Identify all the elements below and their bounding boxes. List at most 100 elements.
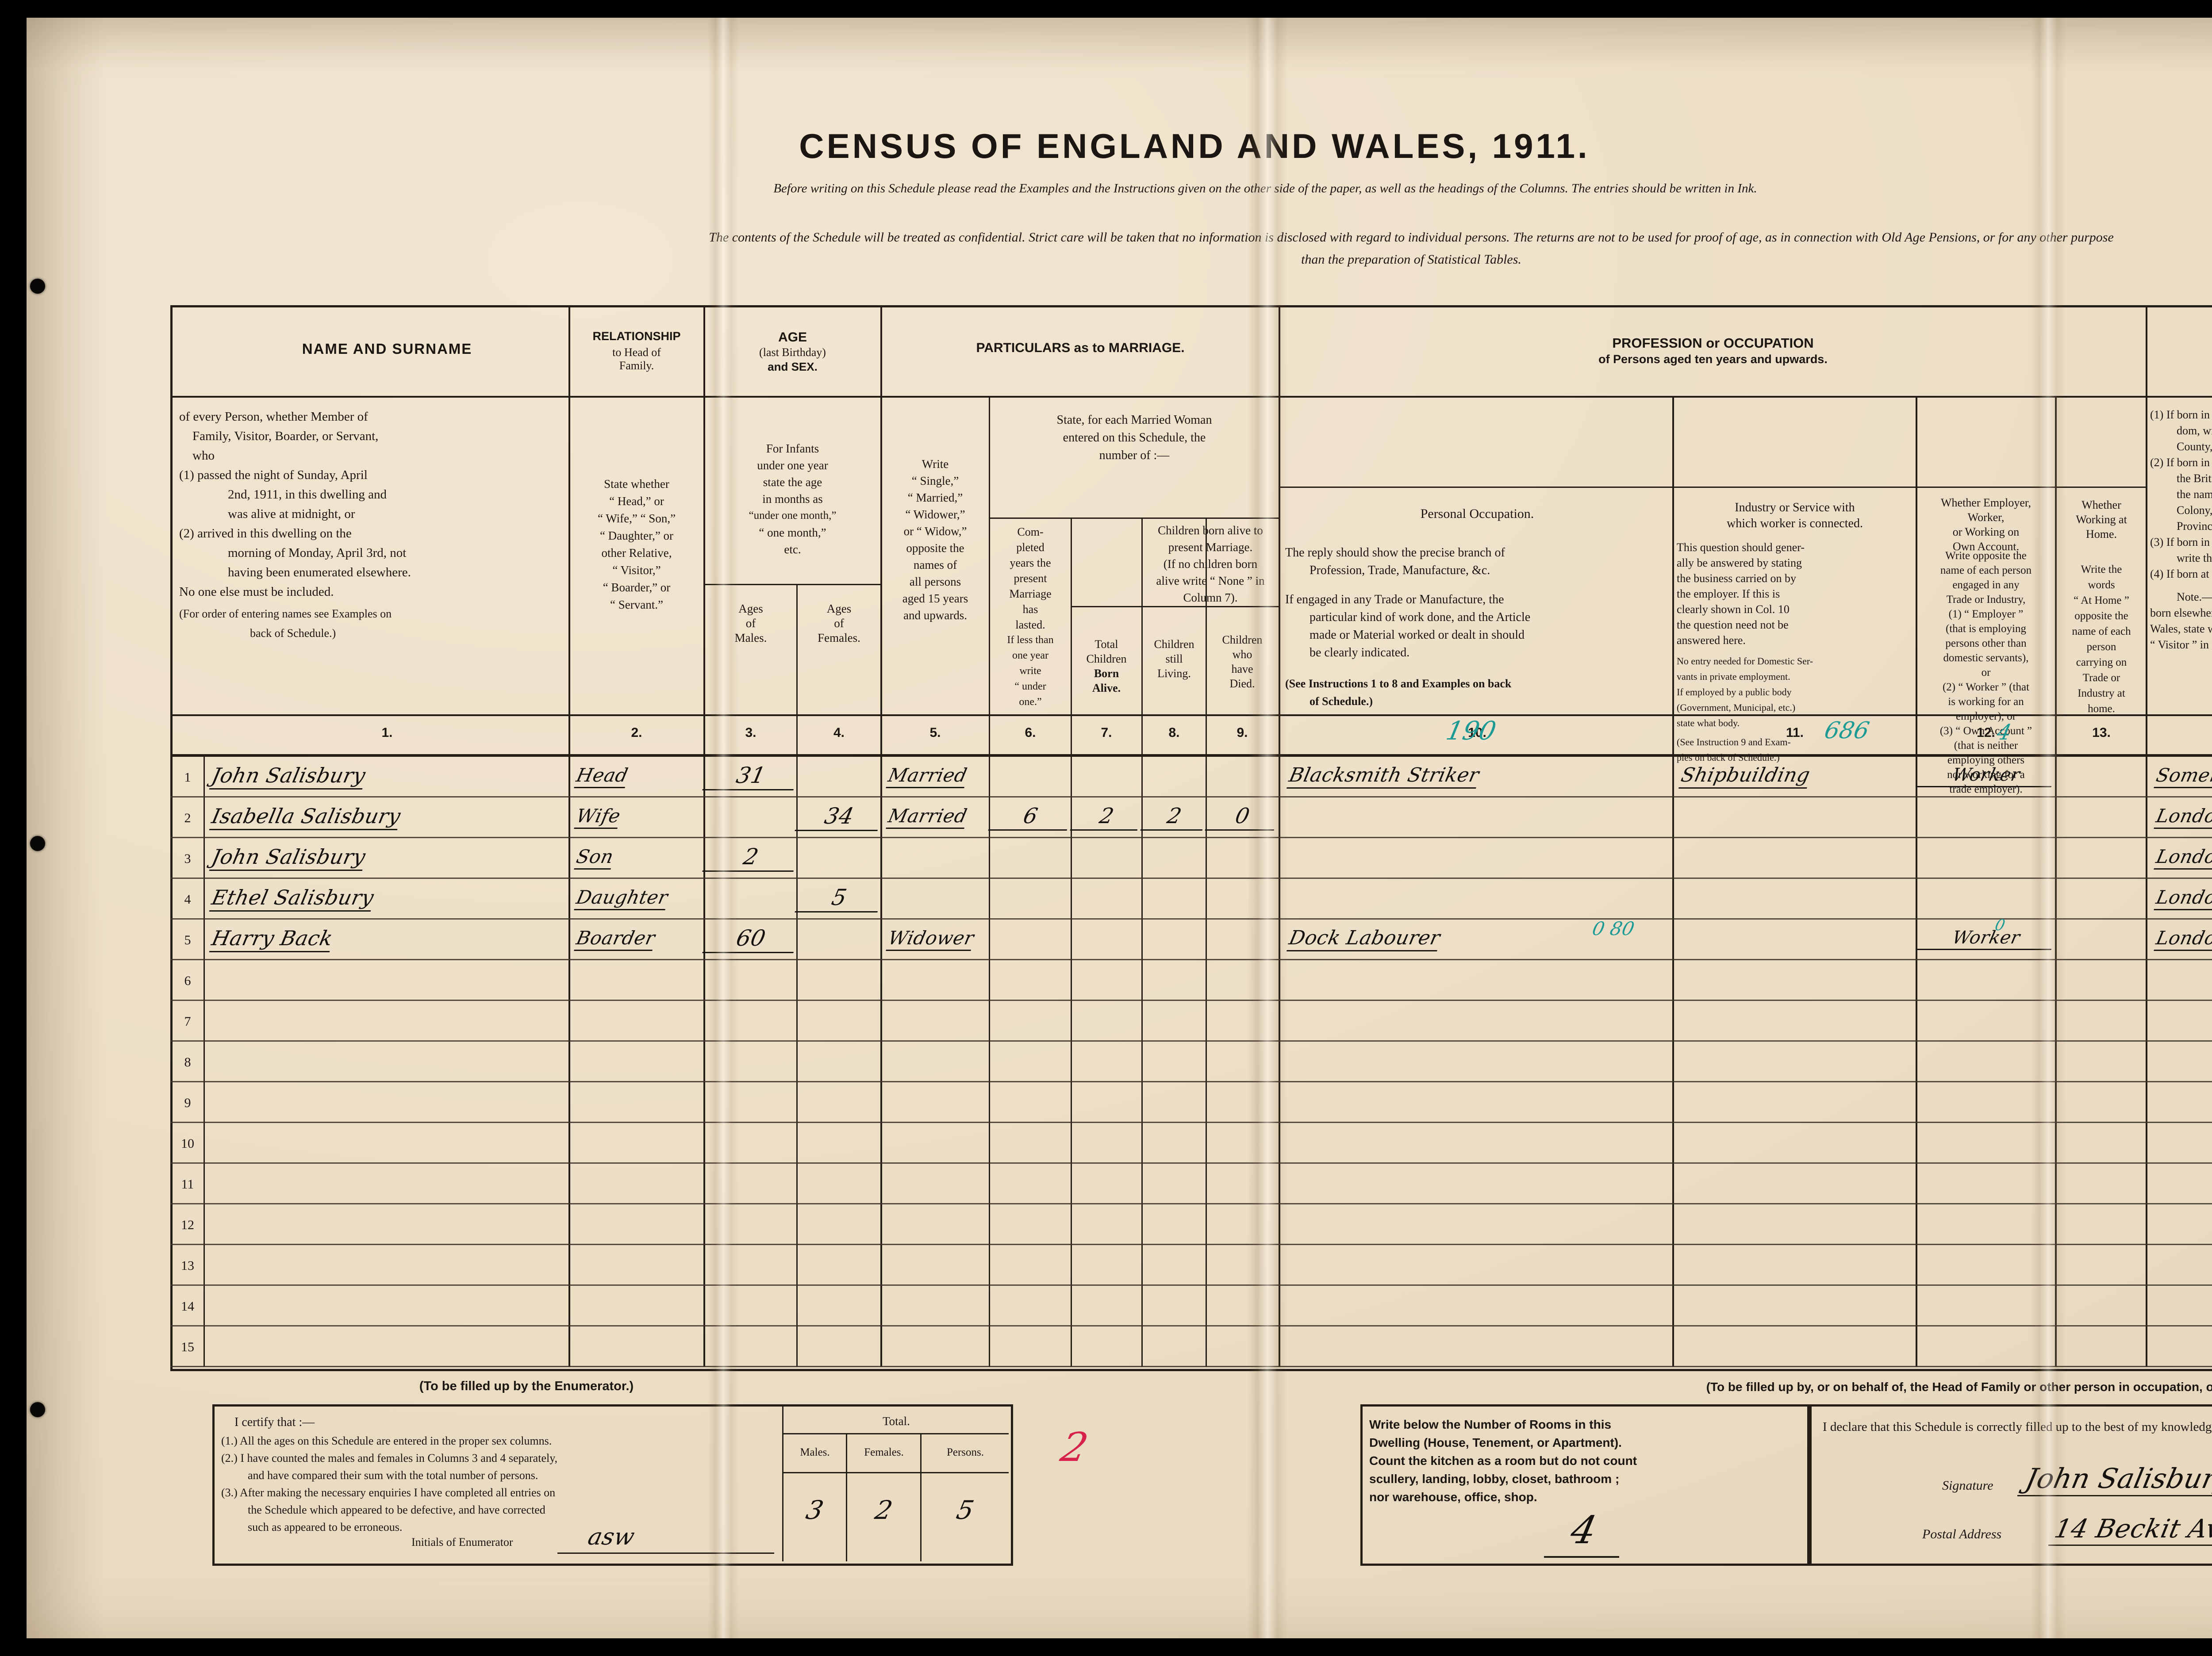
instructions-col5: Write “ Single,” “ Married,” “ Widower,”… xyxy=(882,456,988,624)
cell-relationship: Wife xyxy=(574,805,623,829)
col5-instr-9: and upwards. xyxy=(903,609,967,622)
age-sub-females-label: Ages of Females. xyxy=(818,602,860,644)
c10-5: be clearly indicated. xyxy=(1310,646,1410,659)
c11-8: vants in private employment. xyxy=(1677,671,1790,682)
row-number: 3 xyxy=(184,851,191,866)
instructions-col6: Com- pleted years the present Marriage h… xyxy=(991,524,1070,710)
rooms-4: nor warehouse, office, shop. xyxy=(1369,1490,1537,1504)
rel-instr-2: “ Wife,” “ Son,” xyxy=(597,512,676,525)
total-males-value: 3 xyxy=(803,1495,826,1525)
c12-11: employer), or xyxy=(1955,710,2016,722)
c11-1: ally be answered by stating xyxy=(1677,556,1802,569)
age-sex-rule xyxy=(705,584,880,585)
row-number: 2 xyxy=(184,811,191,825)
rooms-instructions: Write below the Number of Rooms in this … xyxy=(1369,1415,1803,1506)
c12-0: Write opposite the xyxy=(1945,550,2027,562)
row-separator xyxy=(170,1366,2212,1367)
c12-5: (that is employing xyxy=(1946,623,2026,635)
col11-header-title: Industry or Service with which worker is … xyxy=(1727,501,1863,530)
punch-hole-top xyxy=(30,279,45,294)
instructions-col10: The reply should show the precise branch… xyxy=(1285,544,1671,710)
col10-header-title: Personal Occupation. xyxy=(1420,506,1534,521)
instruction-line: Before writing on this Schedule please r… xyxy=(773,181,1757,196)
header-relationship-sub: to Head of Family. xyxy=(612,346,661,372)
col5-instr-4: or “ Widow,” xyxy=(903,525,967,538)
signature-value: John Salisbury xyxy=(2023,1462,2212,1495)
c10-6: (See Instructions 1 to 8 and Examples on… xyxy=(1285,677,1512,690)
col9-header-label: Children who have Died. xyxy=(1222,633,1263,690)
row-number: 15 xyxy=(181,1340,194,1354)
instructions-col12: Write opposite the name of each person e… xyxy=(1919,548,2053,797)
mtop-1: entered on this Schedule, the xyxy=(1063,431,1206,445)
cell-age_male: 2 xyxy=(702,844,799,872)
name-instr-3: (1) passed the night of Sunday, April xyxy=(179,468,368,482)
cell-age_male: 31 xyxy=(702,763,799,790)
column-number-7: 7. xyxy=(1101,725,1112,740)
declaration-box xyxy=(1807,1404,2212,1566)
c14-1: dom, write the name of the xyxy=(2177,424,2212,437)
confidential-line-1: The contents of the Schedule will be tre… xyxy=(709,230,2114,245)
chead-0: Children born alive to xyxy=(1158,524,1263,537)
c14-0: (1) If born in the United King- xyxy=(2150,408,2212,421)
c13-2: “ At Home ” xyxy=(2074,594,2129,606)
row-number: 4 xyxy=(184,892,191,907)
instructions-col14: (1) If born in the United King- dom, wri… xyxy=(2150,407,2212,653)
instructions-age: For Infants under one year state the age… xyxy=(705,440,880,558)
total-males-divider xyxy=(846,1433,847,1561)
c10-2: If engaged in any Trade or Manufacture, … xyxy=(1285,593,1504,606)
header-relationship: RELATIONSHIP xyxy=(592,330,681,343)
c12-3: Trade or Industry, xyxy=(1946,594,2026,606)
profession-sub-rule xyxy=(1280,487,2146,488)
col6-3: present xyxy=(1014,572,1047,585)
cell-name: Ethel Salisbury xyxy=(209,886,376,912)
c14-5: the name of the Dependency, xyxy=(2177,488,2212,501)
column-number-1: 1. xyxy=(381,725,393,740)
confidential-line-2: than the preparation of Statistical Tabl… xyxy=(1301,252,1521,267)
c13-8: Industry at xyxy=(2078,687,2125,699)
c12-6: persons other than xyxy=(1945,637,2027,649)
c13-7: Trade or xyxy=(2082,672,2120,684)
age-instr-2: state the age xyxy=(763,475,822,489)
c11-4: clearly shown in Col. 10 xyxy=(1677,603,1790,616)
enumerator-certify-box xyxy=(212,1404,1013,1566)
name-instr-4: 2nd, 1911, in this dwelling and xyxy=(228,487,387,502)
c11-3: the employer. If this is xyxy=(1677,587,1780,600)
total-females-label: Females. xyxy=(864,1446,904,1458)
colnum-rule xyxy=(170,754,2212,757)
header-rule-2 xyxy=(170,714,2212,716)
rel-instr-5: “ Visitor,” xyxy=(612,564,661,577)
name-instr-2: who xyxy=(192,448,215,463)
instructions-col13: Write the words “ At Home ” opposite the… xyxy=(2058,562,2144,717)
c11-13: ples on back of Schedule.) xyxy=(1677,752,1780,763)
cell-birthplace: London Stepney xyxy=(2154,927,2212,951)
col-rule-rownum xyxy=(204,754,205,1367)
rooms-box xyxy=(1360,1404,1812,1566)
cell-name: Harry Back xyxy=(209,926,335,952)
column-number-14: 14 xyxy=(2150,725,2212,740)
name-instr-1: Family, Visitor, Boarder, or Servant, xyxy=(192,429,379,443)
c14-11: Note.—In the case of persons xyxy=(2177,590,2212,603)
c12-12: (3) “ Own Account ” xyxy=(1939,725,2032,737)
name-instr-6: (2) arrived in this dwelling on the xyxy=(179,526,352,540)
col5-instr-0: Write xyxy=(922,457,949,471)
col5-instr-6: names of xyxy=(913,558,957,571)
rel-instr-3: “ Daughter,” or xyxy=(599,529,674,542)
rooms-3: scullery, landing, lobby, closet, bathro… xyxy=(1369,1472,1620,1486)
c14-4: the British Empire, write xyxy=(2177,472,2212,485)
row-number: 7 xyxy=(184,1014,191,1029)
row-number: 9 xyxy=(184,1096,191,1110)
row-separator xyxy=(170,1203,2212,1204)
cell-years_married: 6 xyxy=(988,804,1073,831)
row-separator xyxy=(170,1284,2212,1286)
name-instr-7: morning of Monday, April 3rd, not xyxy=(228,546,407,560)
col5-instr-7: all persons xyxy=(909,575,961,588)
row-separator xyxy=(170,1000,2212,1001)
signature-label: Signature xyxy=(1942,1478,1993,1493)
cell-birthplace: London East Ham xyxy=(2154,886,2212,910)
col-rule-male-end xyxy=(796,584,798,1367)
col6-11: one.” xyxy=(1019,696,1042,708)
teal-annotation-col10: 190 xyxy=(1443,716,1499,746)
col-rule-rel-end xyxy=(703,305,705,1367)
column-number-2: 2. xyxy=(631,725,642,740)
